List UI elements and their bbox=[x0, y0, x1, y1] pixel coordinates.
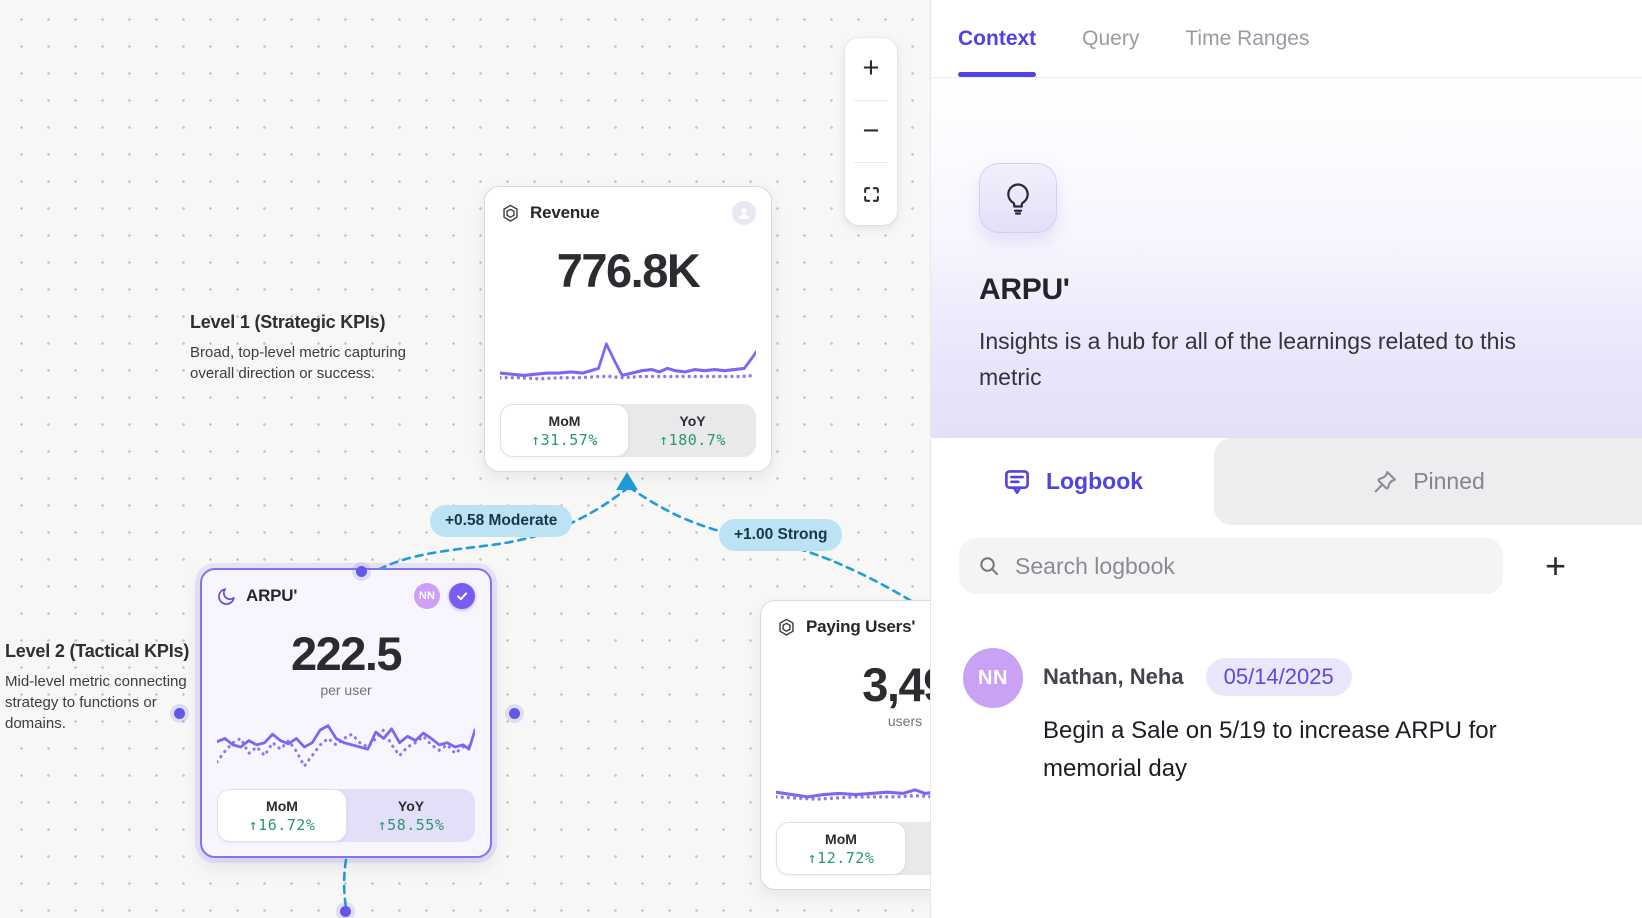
moon-icon bbox=[218, 588, 235, 605]
verified-check-icon bbox=[449, 583, 475, 609]
mom-label: MoM bbox=[825, 830, 857, 847]
metric-card-arpu[interactable]: ARPU' NN 222.5 per user MoM ↑16.72% YoY bbox=[200, 568, 492, 858]
level-1-title: Level 1 (Strategic KPIs) bbox=[190, 312, 386, 332]
entry-text: Begin a Sale on 5/19 to increase ARPU fo… bbox=[1043, 717, 1497, 782]
logbook-entry[interactable]: NN Nathan, Neha 05/14/2025 Begin a Sale … bbox=[931, 648, 1642, 788]
insight-icon-tile bbox=[979, 163, 1057, 233]
context-panel: Context Query Time Ranges ARPU' Insights… bbox=[930, 0, 1642, 918]
logbook-search[interactable] bbox=[959, 538, 1503, 594]
card-title: Paying Users' bbox=[806, 617, 916, 636]
tab-pinned[interactable]: Pinned bbox=[1214, 438, 1642, 525]
level-2-title: Level 2 (Tactical KPIs) bbox=[5, 641, 190, 661]
connector-handle-top[interactable] bbox=[356, 566, 367, 577]
level-2-annotation: Level 2 (Tactical KPIs) Mid-level metric… bbox=[5, 641, 217, 734]
metric-value: 3,49 bbox=[862, 658, 930, 711]
yoy-toggle[interactable]: YoY ↑180.7% bbox=[629, 404, 756, 457]
owner-avatar-icon bbox=[732, 201, 756, 225]
logbook-toolbar: + bbox=[931, 538, 1642, 594]
yoy-value: ↑58.55% bbox=[377, 815, 445, 834]
correlation-label-strong[interactable]: +1.00 Strong bbox=[719, 519, 843, 551]
edge-arpu-down bbox=[342, 858, 348, 910]
sparkline-chart bbox=[217, 715, 475, 779]
metric-card-revenue[interactable]: Revenue 776.8K MoM ↑31.57% YoY ↑180.7% bbox=[484, 186, 772, 472]
canvas-zoom-controls: + − bbox=[845, 38, 897, 225]
mom-toggle[interactable]: MoM ↑16.72% bbox=[217, 789, 347, 842]
tab-time-ranges[interactable]: Time Ranges bbox=[1185, 0, 1309, 77]
period-toggle: MoM ↑31.57% YoY ↑180.7% bbox=[500, 404, 756, 457]
lightbulb-icon bbox=[1007, 183, 1029, 215]
zoom-in-button[interactable]: + bbox=[862, 52, 880, 85]
fullscreen-icon bbox=[863, 186, 879, 202]
logbook-pinned-tab-bar: Logbook Pinned bbox=[931, 438, 1642, 525]
tab-time-ranges-label: Time Ranges bbox=[1185, 26, 1310, 50]
connector-handle-right[interactable] bbox=[509, 708, 520, 719]
period-toggle: MoM ↑16.72% YoY ↑58.55% bbox=[217, 789, 475, 842]
mom-label: MoM bbox=[266, 797, 298, 814]
metric-unit bbox=[500, 299, 756, 315]
level-2-description: Mid-level metric connecting strategy to … bbox=[5, 673, 187, 732]
mom-value: ↑12.72% bbox=[807, 848, 875, 867]
tab-query-label: Query bbox=[1082, 26, 1140, 50]
tab-context[interactable]: Context bbox=[958, 0, 1037, 77]
zoom-out-button[interactable]: − bbox=[862, 115, 880, 147]
tab-context-label: Context bbox=[958, 26, 1037, 50]
correlation-label-moderate[interactable]: +0.58 Moderate bbox=[430, 505, 573, 537]
tab-logbook[interactable]: Logbook bbox=[931, 438, 1214, 525]
fit-view-button[interactable] bbox=[845, 163, 897, 225]
metric-hexagon-icon bbox=[779, 618, 794, 636]
metric-description: Insights is a hub for all of the learnin… bbox=[979, 328, 1516, 390]
metric-value: 222.5 bbox=[290, 627, 403, 680]
sparkline-chart bbox=[776, 748, 930, 812]
tab-pinned-label: Pinned bbox=[1413, 468, 1485, 494]
metric-unit: per user bbox=[320, 682, 372, 699]
entry-author: Nathan, Neha bbox=[1043, 664, 1184, 689]
mom-value: ↑16.72% bbox=[248, 815, 316, 834]
yoy-toggle[interactable] bbox=[906, 822, 930, 875]
metric-unit: users bbox=[887, 713, 923, 730]
connector-handle-bottom[interactable] bbox=[340, 906, 351, 917]
metric-hexagon-icon bbox=[503, 204, 518, 222]
card-title: ARPU' bbox=[246, 586, 298, 605]
level-1-annotation: Level 1 (Strategic KPIs) Broad, top-leve… bbox=[190, 312, 440, 384]
tab-query[interactable]: Query bbox=[1082, 0, 1139, 77]
yoy-value: ↑180.7% bbox=[659, 430, 726, 449]
logbook-icon bbox=[1005, 469, 1029, 494]
level-1-description: Broad, top-level metric capturing overal… bbox=[190, 344, 406, 382]
mom-toggle[interactable]: MoM ↑12.72% bbox=[776, 822, 906, 875]
search-icon bbox=[980, 557, 999, 576]
add-log-entry-button[interactable]: + bbox=[1544, 545, 1566, 586]
active-tab-underline bbox=[958, 72, 1037, 77]
metric-card-paying-users[interactable]: Paying Users' 3,49 users MoM ↑12.72% bbox=[760, 600, 930, 890]
tab-logbook-label: Logbook bbox=[1045, 468, 1144, 494]
mom-value: ↑31.57% bbox=[531, 430, 598, 449]
yoy-label: YoY bbox=[679, 412, 706, 429]
connector-handle-left[interactable] bbox=[174, 708, 185, 719]
entry-date-badge[interactable]: 05/14/2025 bbox=[1205, 658, 1352, 696]
sparkline-chart bbox=[500, 330, 756, 394]
panel-tab-bar: Context Query Time Ranges bbox=[931, 0, 1642, 78]
collaborator-badge: NN bbox=[414, 583, 440, 609]
arrow-into-revenue bbox=[616, 472, 638, 490]
metric-tree-canvas[interactable]: +0.58 Moderate +1.00 Strong Level 1 (Str… bbox=[0, 0, 930, 918]
mom-label: MoM bbox=[548, 412, 581, 429]
metric-hero-section: ARPU' Insights is a hub for all of the l… bbox=[931, 78, 1642, 438]
search-input[interactable] bbox=[1015, 552, 1485, 580]
yoy-toggle[interactable]: YoY ↑58.55% bbox=[347, 789, 475, 842]
card-title: Revenue bbox=[530, 203, 600, 222]
entry-avatar: NN bbox=[963, 648, 1023, 708]
yoy-label: YoY bbox=[397, 797, 425, 814]
mom-toggle[interactable]: MoM ↑31.57% bbox=[500, 404, 629, 457]
metric-value: 776.8K bbox=[556, 244, 701, 297]
pin-icon bbox=[1374, 470, 1397, 492]
metric-name-heading: ARPU' bbox=[979, 273, 1070, 306]
period-toggle: MoM ↑12.72% bbox=[776, 822, 930, 875]
